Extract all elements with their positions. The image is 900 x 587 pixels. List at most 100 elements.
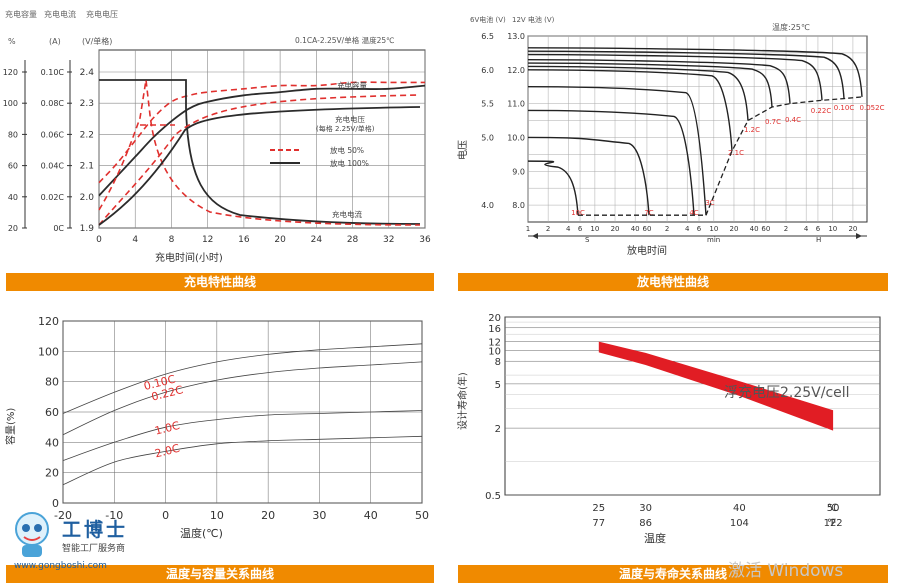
charging-x-tick: 12 — [202, 235, 213, 245]
discharge-x-tick: 10 — [590, 225, 599, 233]
temp-cap-y-tick: 20 — [45, 467, 59, 480]
charging-legend-text-2: 充电电流 — [44, 9, 76, 19]
charging-cap-annot: 充电容量 — [337, 80, 367, 90]
temp-life-annot: 浮充电压2.25V/cell — [724, 385, 850, 401]
charging-volt-tick: 2.0 — [80, 193, 95, 203]
charging-volt-tick: 2.1 — [80, 162, 94, 172]
charging-x-tick: 36 — [419, 235, 431, 245]
charging-x-tick: 8 — [169, 235, 175, 245]
charging-x-tick: 0 — [96, 235, 102, 245]
temp-cap-panel: -20 -10 0 10 20 30 40 50 120 100 80 60 40 20 0 0.10C 0.… — [0, 305, 440, 587]
temp-life-plot-frame — [504, 316, 881, 496]
temp-life-c-tick: 40 — [733, 503, 746, 514]
temp-life-xlabel: 温度 — [644, 531, 666, 545]
discharge-rate-label: 2.1C — [728, 149, 744, 157]
temp-cap-series-label: 1.0C — [153, 419, 181, 438]
discharge-v6-tick: 5.5 — [481, 100, 494, 109]
discharge-x-tick: 4 — [804, 225, 809, 233]
discharge-v12-tick: 9.0 — [512, 167, 525, 176]
temp-life-y-tick: 2 — [495, 424, 501, 435]
charging-amp-tick: 0.06C — [41, 130, 65, 139]
discharge-x-tick: 20 — [730, 225, 739, 233]
discharge-curve-0.052C — [527, 47, 863, 97]
temp-life-y-tick: 12 — [488, 338, 501, 349]
charging-pct-unit: % — [8, 37, 16, 46]
charging-condition: 0.1CA-2.25V/单格 温度25℃ — [295, 35, 395, 45]
logo-url[interactable]: www.gongboshi.com — [14, 561, 107, 571]
discharge-arrow-right — [856, 233, 862, 239]
discharge-v12-unit: 12V 电池 (V) — [512, 15, 555, 24]
discharge-x-tick: 60 — [761, 225, 770, 233]
discharge-x-tick: 6 — [816, 225, 821, 233]
charging-xlabel: 充电时间(小时) — [155, 251, 223, 264]
discharge-rate-label: 0.052C — [860, 104, 885, 112]
activation-watermark: 激活 Windows — [728, 561, 844, 581]
discharge-x-tick: 2 — [665, 225, 669, 233]
temp-life-y-tick: 5 — [495, 380, 501, 391]
discharge-curve-1.2C — [527, 65, 749, 121]
temp-cap-xlabel: 温度(℃) — [180, 526, 223, 540]
discharge-x-tick: 6 — [697, 225, 702, 233]
discharge-x-tick: 10 — [709, 225, 718, 233]
discharge-x-tick: 20 — [848, 225, 857, 233]
temp-cap-y-tick: 40 — [45, 436, 59, 449]
discharge-rate-label: 0.22C — [811, 107, 832, 115]
temp-cap-y-tick: 100 — [38, 345, 59, 358]
charging-volt-tick: 2.4 — [80, 68, 95, 78]
discharge-x-tick: 1 — [526, 225, 530, 233]
logo-sub: 智能工厂服务商 — [62, 544, 126, 554]
temp-life-y-tick: 20 — [488, 313, 501, 324]
discharge-x-tick: 2 — [546, 225, 550, 233]
temp-cap-title-bar: 温度与容量关系曲线 — [6, 565, 434, 583]
temp-life-title-bar: 温度与寿命关系曲线 — [458, 565, 888, 583]
discharge-axes: 1 2 4 6 10 20 40 60 2 4 6 10 20 40 60 2 4 6 10 2013.012.011… — [481, 32, 867, 239]
discharge-unit-s: S — [585, 236, 590, 244]
discharge-v6-tick: 6.0 — [481, 66, 494, 75]
discharge-x-tick: 40 — [750, 225, 759, 233]
discharge-curve-2.1C — [527, 69, 733, 152]
temp-cap-y-tick: 120 — [38, 315, 59, 328]
temp-cap-curve-0.22C — [62, 361, 423, 436]
temp-life-y-tick: 16 — [488, 324, 501, 335]
temp-cap-x-tick: 40 — [364, 509, 378, 522]
charging-chart: 充电容量 充电电流 充电电压 % (A) (V/单格) 0.1CA-2.25V/… — [3, 9, 431, 264]
discharge-x-tick: 4 — [566, 225, 571, 233]
charging-x-tick: 28 — [347, 235, 359, 245]
temp-cap-x-tick: 10 — [210, 509, 224, 522]
discharge-curve-0.4C — [527, 58, 791, 104]
temp-life-c-tick: 30 — [639, 503, 652, 514]
charging-amp-tick: 0C — [53, 224, 64, 233]
discharge-title-bar: 放电特性曲线 — [458, 273, 888, 291]
discharge-v6-unit: 6V电池 (V) — [470, 15, 506, 24]
logo: 工博士 智能工厂服务商 www.gongboshi.com — [8, 505, 138, 575]
charging-legend-red: 放电 50% — [330, 145, 364, 155]
discharge-v12-tick: 12.0 — [507, 66, 525, 75]
discharge-v12-tick: 11.0 — [507, 100, 525, 109]
discharge-x-tick: 40 — [631, 225, 640, 233]
discharge-arrow-left — [532, 233, 538, 239]
discharge-cutoff-line — [578, 96, 863, 216]
charging-pct-tick: 60 — [8, 162, 18, 171]
temp-life-curves — [598, 341, 834, 431]
discharge-x-tick: 2 — [784, 225, 788, 233]
charging-title-bar: 充电特性曲线 — [6, 273, 434, 291]
charging-volt-unit: (V/单格) — [82, 36, 112, 46]
charging-x-tick: 20 — [274, 235, 286, 245]
discharge-rate-label: 7C — [644, 209, 653, 217]
temp-cap-curve-2.0C — [62, 435, 423, 486]
charging-amp-tick: 0.04C — [41, 162, 65, 171]
discharge-curve-0.22C — [527, 53, 823, 101]
temp-cap-y-tick: 60 — [45, 406, 59, 419]
charging-pct-tick: 40 — [8, 193, 18, 202]
temp-cap-x-tick: 20 — [261, 509, 275, 522]
discharge-v12-tick: 13.0 — [507, 32, 525, 41]
temp-cap-x-tick: 50 — [415, 509, 429, 522]
discharge-rate-label: 4C — [689, 209, 698, 217]
temp-cap-y-tick: 0 — [52, 497, 59, 510]
charging-capacity-100-line — [98, 106, 421, 226]
discharge-v6-tick: 6.5 — [481, 32, 494, 41]
